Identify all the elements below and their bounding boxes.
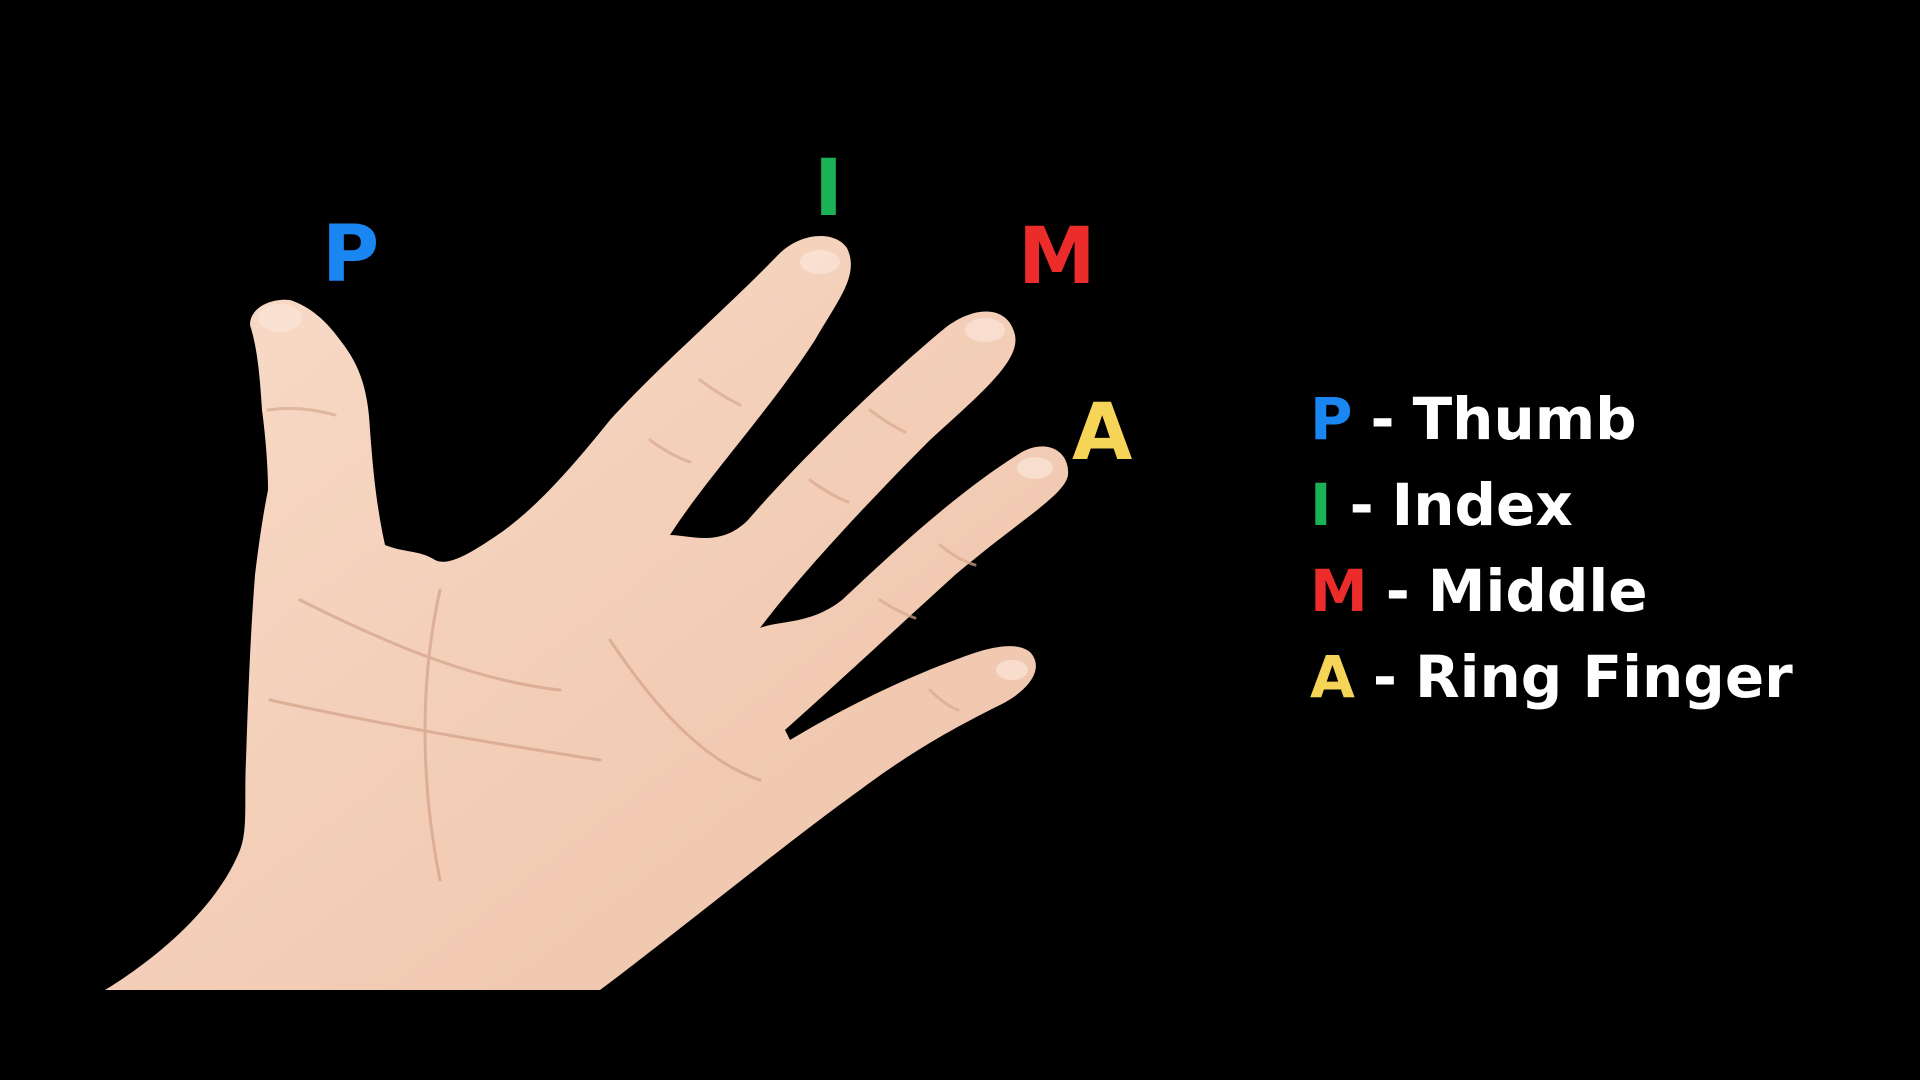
legend-name: Index <box>1391 471 1573 539</box>
palm-lines <box>268 588 762 882</box>
legend-letter: A <box>1310 643 1355 711</box>
legend-name: Middle <box>1427 557 1648 625</box>
legend-letter: M <box>1310 557 1368 625</box>
legend-separator: - <box>1370 385 1395 453</box>
legend-row-middle: M - Middle <box>1310 548 1870 634</box>
middle-tip-highlight <box>965 318 1005 342</box>
finger-legend: P - Thumb I - Index M - Middle A - Ring … <box>1310 376 1870 720</box>
legend-name: Thumb <box>1412 385 1637 453</box>
legend-letter: I <box>1310 471 1332 539</box>
thumb-tip-highlight <box>258 304 302 332</box>
legend-separator: - <box>1385 557 1410 625</box>
index-tip-highlight <box>800 250 840 274</box>
ring-finger-label: A <box>1072 388 1133 478</box>
legend-separator: - <box>1372 643 1397 711</box>
legend-row-index: I - Index <box>1310 462 1870 548</box>
legend-row-ring: A - Ring Finger <box>1310 634 1870 720</box>
legend-separator: - <box>1349 471 1374 539</box>
legend-row-thumb: P - Thumb <box>1310 376 1870 462</box>
pinky-tip-highlight <box>996 660 1028 680</box>
legend-letter: P <box>1310 385 1353 453</box>
thumb-label: P <box>322 210 380 300</box>
ring-tip-highlight <box>1017 457 1053 479</box>
middle-finger-label: M <box>1018 212 1096 302</box>
finger-creases <box>266 378 977 712</box>
legend-name: Ring Finger <box>1414 643 1793 711</box>
hand-shape <box>105 235 1069 990</box>
index-finger-label: I <box>814 144 844 234</box>
